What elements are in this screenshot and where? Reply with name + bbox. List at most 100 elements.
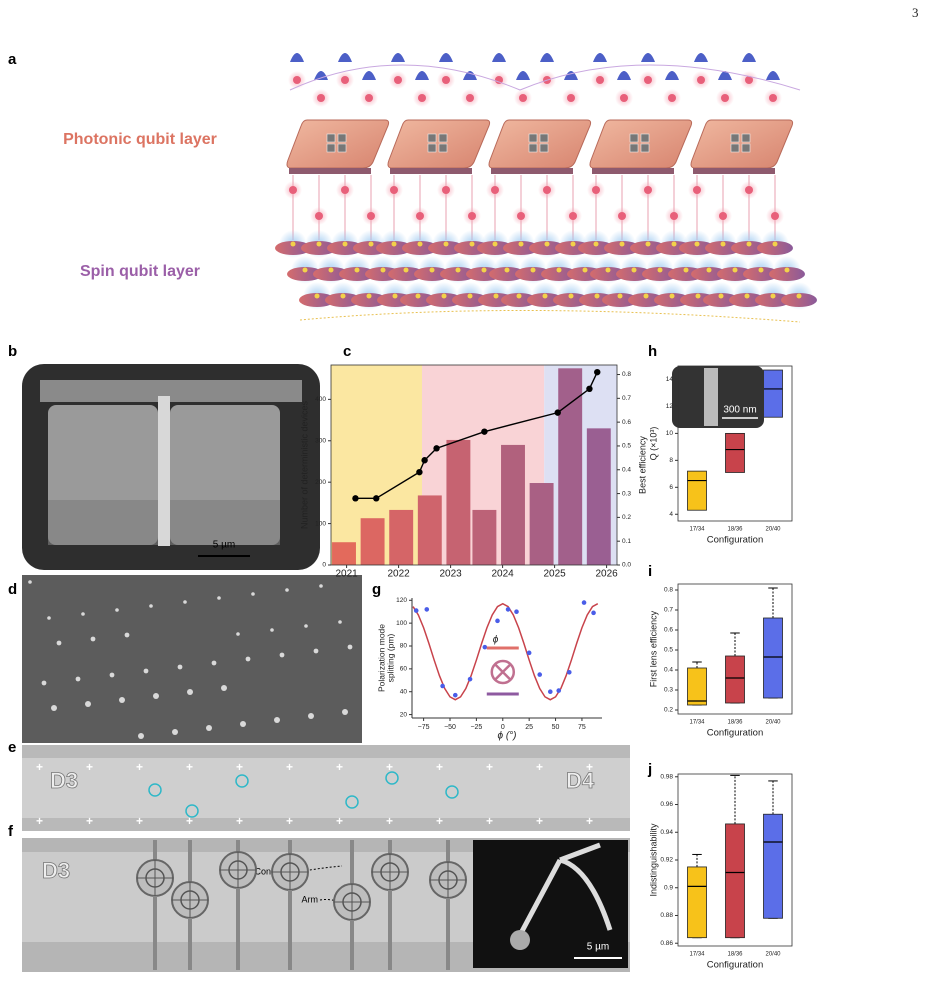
x-axis-label: ϕ (°) [498,731,517,742]
x-tick-label: 2022 [387,569,410,580]
spin-emitter [694,53,708,62]
panel-letter: a [8,51,17,68]
spin [441,293,447,299]
panel-letter: g [372,581,381,598]
spin-emitter [362,71,376,80]
bar [529,483,554,565]
spin [746,241,752,247]
x-axis-label: Configuration [707,960,764,971]
coupler [528,133,538,143]
photon [596,76,604,84]
x-axis-label: Configuration [707,535,764,546]
spin-emitter [516,71,530,80]
spin-disc [769,267,805,281]
spin [570,241,576,247]
data-point [467,676,473,682]
coupler [640,133,650,143]
coupler [629,143,639,153]
emitter-spot [51,705,57,711]
emitter-spot [270,628,274,632]
y2-tick-label: 0.0 [622,562,631,569]
panel-letter: h [648,343,657,360]
coupler [326,133,336,143]
emitter-spot [308,713,314,719]
spin [366,293,372,299]
spin-disc [757,241,793,255]
emitter-spot [41,680,47,686]
emitter-spot [143,668,149,674]
spin-disc [717,267,753,281]
spin-disc [731,241,767,255]
y-tick-label: 0.92 [660,857,673,864]
alignment-mark: + [586,760,593,774]
spin-disc [477,241,513,255]
box [687,470,707,511]
spin [403,267,409,273]
spin-disc [327,241,363,255]
alignment-mark: + [336,760,343,774]
spin [340,293,346,299]
emitter-spot [279,652,285,658]
spin [417,241,423,247]
alignment-mark: + [36,814,43,828]
y-axis-label: Polarization mode [376,624,386,692]
spin-emitter [540,53,554,62]
box [763,813,783,919]
y-tick-label: 0.3 [664,687,673,694]
x-tick-label: 0 [501,724,505,731]
photonic-chip-edge [592,168,674,174]
spin-disc [541,267,577,281]
panel-letter: j [647,761,652,778]
photon [771,212,779,220]
spin [530,267,536,273]
photon [317,94,325,102]
y-tick-label: 0.6 [664,627,673,634]
y-tick-label: 6 [669,484,673,491]
data-point [591,610,596,616]
y-tick-label: 0.94 [660,829,673,836]
spin-disc [515,267,551,281]
marker [385,771,399,785]
data-point [440,683,445,689]
alignment-mark: + [236,814,243,828]
plot-frame [677,583,793,715]
entanglement-line [299,309,801,323]
spin [429,267,435,273]
alignment-mark: + [286,814,293,828]
photonic-chip-edge [491,168,573,174]
spin [469,241,475,247]
data-point [424,607,430,612]
spin-emitter [338,53,352,62]
data-point [526,650,532,656]
spin [314,293,320,299]
spin [671,241,677,247]
spin [443,241,449,247]
bar [472,509,497,565]
emitter-spot [251,592,255,596]
spin [772,241,778,247]
bar [586,428,611,565]
spin-disc [489,267,525,281]
data-point [514,609,519,615]
photon [442,186,450,194]
emitter-spot [217,596,221,600]
data-point [566,669,572,675]
marker [148,783,162,797]
photon [644,76,652,84]
x-tick-label: −25 [470,724,482,731]
data-point [556,688,562,693]
coupler [337,133,347,143]
efficiency-point [594,368,601,376]
panel-letter: f [8,823,14,840]
photon [670,212,678,220]
plot-frame [677,365,793,522]
inset-label: ϕ [493,635,499,646]
alignment-mark: + [86,814,93,828]
emitter-spot [304,624,308,628]
spin [302,267,308,273]
page-number: 3 [912,5,919,20]
data-point [547,689,553,695]
y-tick-label: 400 [315,396,326,403]
